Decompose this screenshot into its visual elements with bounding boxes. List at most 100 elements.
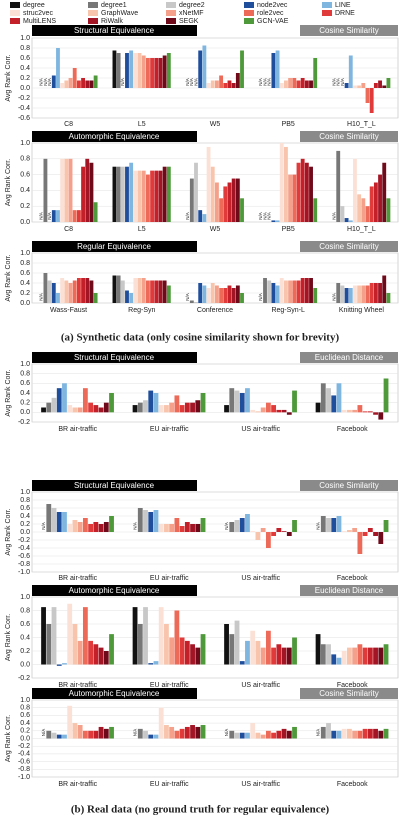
title-box <box>32 585 197 596</box>
panel-subtitle: Euclidean Distance <box>315 586 384 595</box>
bar <box>255 532 261 540</box>
bar <box>245 514 250 532</box>
bar <box>206 288 211 303</box>
bar <box>347 409 352 413</box>
bar <box>271 53 276 88</box>
x-tick-label: US air-traffic <box>241 682 280 689</box>
bar <box>353 85 357 88</box>
bar <box>315 402 321 413</box>
na-label: N/A <box>47 78 52 86</box>
bar <box>162 55 167 88</box>
bar <box>365 206 370 222</box>
bar <box>292 726 297 739</box>
bar <box>64 80 69 88</box>
bar <box>331 395 337 413</box>
legend-swatch <box>10 18 20 24</box>
na-label: N/A <box>224 522 229 530</box>
bar <box>129 50 134 88</box>
bar <box>300 78 305 88</box>
bar <box>184 402 190 413</box>
bar <box>195 524 201 532</box>
x-tick-label: H10_T_L <box>347 226 376 233</box>
na-label: N/A <box>262 78 267 86</box>
bar <box>215 80 219 88</box>
legend-swatch <box>244 2 254 8</box>
bar <box>378 283 382 303</box>
y-tick-label: -1.0 <box>18 774 30 781</box>
bar <box>382 162 387 222</box>
bar <box>292 520 297 532</box>
bar <box>133 53 138 88</box>
subtitle-box <box>300 131 398 142</box>
bar <box>383 644 389 665</box>
bar <box>344 83 349 88</box>
bar <box>271 647 277 665</box>
bar <box>219 198 224 222</box>
bar <box>164 725 169 739</box>
legend-label: role2vec <box>257 10 284 17</box>
bar <box>284 80 288 88</box>
bar <box>373 412 378 415</box>
bar <box>109 726 114 739</box>
bar <box>279 143 284 222</box>
bar <box>76 278 81 303</box>
bar <box>98 647 104 665</box>
bar <box>150 58 155 88</box>
bar <box>158 707 164 739</box>
bar <box>158 607 164 665</box>
y-tick-label: 0.4 <box>20 280 30 287</box>
bar <box>265 630 271 665</box>
na-label: N/A <box>41 522 46 530</box>
bar <box>210 166 215 222</box>
bar <box>215 285 219 303</box>
bar <box>336 657 342 665</box>
y-tick-label: 0.8 <box>20 607 30 614</box>
legend-label: GCN-VAE <box>257 18 289 25</box>
bar <box>125 53 129 88</box>
bar <box>265 730 271 739</box>
y-axis-label: Avg Rank Corr. <box>5 159 12 206</box>
bar <box>309 166 313 222</box>
bar <box>179 728 185 739</box>
bar <box>255 640 261 665</box>
bar <box>158 170 163 222</box>
bar <box>137 278 142 303</box>
bar <box>386 78 391 88</box>
bar <box>158 524 164 532</box>
bar <box>255 411 261 413</box>
bar <box>279 83 284 88</box>
bar <box>148 734 154 739</box>
bar <box>326 723 331 739</box>
na-label: N/A <box>267 212 272 220</box>
bar <box>260 407 266 413</box>
bar <box>145 280 150 303</box>
bar <box>347 647 352 665</box>
bar <box>88 730 94 739</box>
bar <box>77 407 83 413</box>
bar <box>112 275 117 303</box>
bar <box>72 407 78 413</box>
bar <box>67 705 73 739</box>
bar <box>200 725 206 739</box>
bar <box>292 637 297 665</box>
x-tick-label: EU air-traffic <box>150 682 189 689</box>
y-tick-label: -1.0 <box>18 569 30 576</box>
bar <box>275 285 280 303</box>
na-label: N/A <box>43 78 48 86</box>
bar <box>239 518 245 532</box>
bar <box>145 58 150 88</box>
bar <box>362 728 368 739</box>
na-label: N/A <box>39 212 44 220</box>
y-tick-label: 0.8 <box>20 260 30 267</box>
bar <box>89 80 94 88</box>
y-tick-label: -0.6 <box>18 758 30 765</box>
subtitle-box <box>300 688 398 699</box>
subtitle-box <box>300 352 398 363</box>
bar <box>383 378 389 413</box>
bar <box>169 726 175 739</box>
bar <box>164 524 169 532</box>
bar <box>158 58 163 88</box>
bar <box>313 58 318 88</box>
bar <box>148 663 154 665</box>
bar <box>304 80 309 88</box>
